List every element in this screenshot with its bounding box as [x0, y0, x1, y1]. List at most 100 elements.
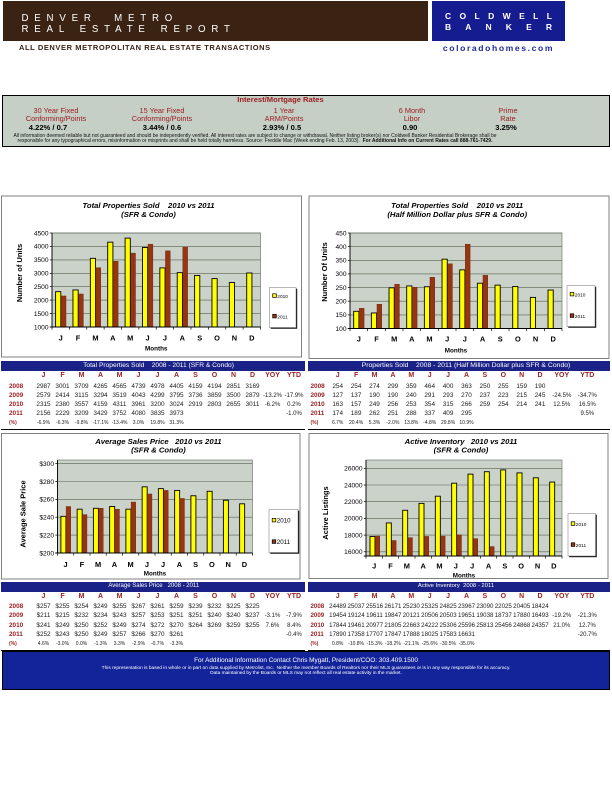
svg-text:450: 450	[335, 230, 346, 237]
svg-text:D: D	[550, 335, 556, 344]
svg-text:Number Of Units: Number Of Units	[320, 242, 329, 302]
svg-text:Active Listings: Active Listings	[321, 486, 330, 539]
svg-text:M: M	[128, 560, 134, 569]
svg-text:Average Sales Price 2010 vs: Average Sales Price 2010 vs 2011	[94, 437, 221, 446]
svg-text:350: 350	[335, 258, 346, 265]
svg-text:(Half Million Dollar plus SFR: (Half Million Dollar plus SFR & Condo)	[387, 210, 527, 219]
svg-text:A: A	[486, 562, 492, 571]
svg-text:N: N	[533, 335, 538, 344]
svg-text:300: 300	[335, 271, 346, 278]
svg-text:2010: 2010	[576, 522, 587, 528]
svg-text:Months: Months	[445, 348, 468, 355]
svg-text:(SFR & Condo): (SFR & Condo)	[434, 445, 489, 454]
svg-text:20000: 20000	[344, 516, 363, 523]
svg-text:J: J	[454, 562, 458, 571]
svg-text:J: J	[163, 334, 167, 343]
svg-text:2010: 2010	[575, 292, 586, 298]
svg-text:S: S	[197, 334, 202, 343]
svg-text:O: O	[515, 335, 521, 344]
svg-text:1000: 1000	[34, 324, 49, 331]
svg-text:M: M	[127, 334, 133, 343]
svg-text:Active Inventory 2010 vs 201: Active Inventory 2010 vs 2011	[404, 437, 518, 446]
svg-text:$220: $220	[39, 532, 54, 539]
svg-text:A: A	[480, 335, 486, 344]
svg-text:M: M	[95, 560, 101, 569]
svg-text:O: O	[518, 562, 524, 571]
svg-text:O: O	[209, 560, 215, 569]
svg-text:S: S	[502, 562, 507, 571]
svg-text:D: D	[242, 560, 248, 569]
svg-text:J: J	[59, 334, 63, 343]
svg-text:A: A	[180, 334, 186, 343]
svg-text:J: J	[161, 560, 165, 569]
svg-text:M: M	[404, 562, 410, 571]
svg-text:F: F	[76, 334, 81, 343]
svg-text:$260: $260	[39, 497, 54, 504]
svg-text:A: A	[110, 334, 116, 343]
svg-text:J: J	[372, 562, 376, 571]
svg-text:2500: 2500	[34, 284, 49, 291]
svg-text:A: A	[420, 562, 426, 571]
svg-text:A: A	[112, 560, 118, 569]
svg-text:$200: $200	[39, 550, 54, 557]
svg-text:24000: 24000	[344, 482, 363, 489]
svg-text:2011: 2011	[277, 539, 291, 546]
svg-text:Total Properties Sold 2010: Total Properties Sold 2010 vs 2011	[82, 201, 214, 210]
svg-text:J: J	[145, 334, 149, 343]
svg-text:O: O	[214, 334, 220, 343]
svg-text:2011: 2011	[575, 314, 586, 320]
svg-text:D: D	[551, 562, 557, 571]
svg-text:F: F	[388, 562, 393, 571]
svg-text:$280: $280	[39, 479, 54, 486]
svg-text:(SFR & Condo): (SFR & Condo)	[121, 210, 176, 219]
svg-text:Average Sale Price: Average Sale Price	[19, 480, 28, 547]
svg-text:Months: Months	[453, 573, 476, 580]
svg-text:2011: 2011	[277, 314, 288, 320]
svg-text:M: M	[391, 335, 397, 344]
svg-text:F: F	[374, 335, 379, 344]
svg-text:1500: 1500	[34, 311, 49, 318]
svg-text:26000: 26000	[344, 466, 363, 473]
svg-text:$300: $300	[39, 461, 54, 468]
svg-text:J: J	[470, 562, 474, 571]
svg-text:M: M	[92, 334, 98, 343]
svg-text:18000: 18000	[344, 532, 363, 539]
svg-text:2010: 2010	[277, 517, 291, 524]
svg-text:400: 400	[335, 244, 346, 251]
svg-text:2010: 2010	[277, 294, 288, 300]
svg-text:2011: 2011	[576, 543, 587, 549]
svg-text:M: M	[436, 562, 442, 571]
svg-text:(SFR & Condo): (SFR & Condo)	[131, 445, 186, 454]
svg-text:Total Properties Sold 2010: Total Properties Sold 2010 vs 2011	[391, 201, 523, 210]
svg-text:Months: Months	[145, 346, 168, 353]
svg-text:4000: 4000	[34, 244, 49, 251]
svg-text:J: J	[445, 335, 449, 344]
svg-text:J: J	[64, 560, 68, 569]
svg-text:A: A	[409, 335, 415, 344]
svg-text:3500: 3500	[34, 257, 49, 264]
svg-text:Months: Months	[144, 571, 167, 578]
svg-text:Number of Units: Number of Units	[15, 244, 24, 302]
svg-text:150: 150	[335, 312, 346, 319]
svg-text:200: 200	[335, 299, 346, 306]
svg-text:S: S	[193, 560, 198, 569]
svg-text:2000: 2000	[34, 297, 49, 304]
svg-text:S: S	[498, 335, 503, 344]
svg-text:N: N	[535, 562, 540, 571]
svg-text:A: A	[177, 560, 183, 569]
svg-text:4500: 4500	[34, 230, 49, 237]
svg-text:250: 250	[335, 285, 346, 292]
svg-text:N: N	[232, 334, 237, 343]
svg-text:J: J	[357, 335, 361, 344]
svg-text:J: J	[145, 560, 149, 569]
svg-text:100: 100	[335, 326, 346, 333]
svg-text:M: M	[426, 335, 432, 344]
svg-text:3000: 3000	[34, 271, 49, 278]
svg-text:J: J	[463, 335, 467, 344]
svg-text:D: D	[249, 334, 255, 343]
svg-text:16000: 16000	[344, 549, 363, 556]
svg-text:N: N	[225, 560, 230, 569]
svg-text:$240: $240	[39, 515, 54, 522]
svg-text:F: F	[80, 560, 85, 569]
svg-text:22000: 22000	[344, 499, 363, 506]
